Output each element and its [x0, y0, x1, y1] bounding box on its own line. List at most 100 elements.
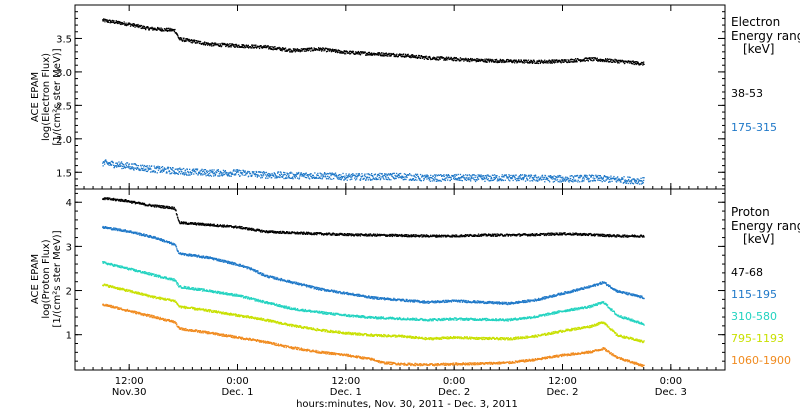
- data-point: [408, 179, 410, 181]
- data-point: [506, 59, 508, 61]
- data-point: [427, 58, 429, 60]
- data-point: [176, 33, 178, 35]
- data-point: [592, 177, 594, 179]
- data-point: [578, 233, 580, 235]
- data-point: [161, 240, 164, 242]
- data-point: [388, 173, 390, 175]
- data-point: [602, 177, 604, 179]
- data-point: [125, 24, 128, 27]
- data-point: [161, 29, 164, 31]
- data-point: [242, 46, 245, 49]
- data-point: [597, 233, 599, 236]
- data-point: [574, 232, 577, 234]
- data-point: [288, 232, 290, 235]
- data-point: [226, 44, 228, 46]
- data-point: [593, 175, 595, 177]
- data-point: [151, 165, 153, 167]
- data-point: [431, 58, 433, 60]
- data-point: [345, 177, 347, 180]
- data-point: [419, 235, 422, 237]
- data-point: [402, 235, 404, 237]
- data-point: [573, 59, 576, 61]
- data-point: [194, 222, 196, 224]
- data-point: [554, 59, 556, 61]
- data-point: [508, 176, 510, 178]
- data-point: [213, 169, 215, 171]
- data-point: [169, 167, 172, 169]
- data-point: [328, 173, 330, 175]
- data-point: [227, 226, 229, 228]
- data-point: [512, 175, 514, 178]
- data-point: [198, 254, 200, 256]
- data-point: [584, 233, 586, 235]
- data-point: [159, 206, 161, 208]
- data-point: [589, 180, 591, 183]
- data-layer: [102, 18, 645, 368]
- data-point: [576, 61, 578, 63]
- data-point: [217, 170, 220, 172]
- data-point: [634, 236, 636, 238]
- data-point: [198, 42, 201, 45]
- data-point: [187, 39, 190, 41]
- data-point: [239, 226, 242, 228]
- data-point: [142, 234, 144, 236]
- data-point: [414, 235, 416, 238]
- data-point: [275, 177, 278, 179]
- data-point: [490, 60, 492, 62]
- data-point: [287, 177, 289, 179]
- electron-ylabel: ACE EPAM log(Electron Flux) [1/(cm²s ste…: [30, 48, 63, 145]
- data-point: [116, 166, 118, 168]
- data-point: [447, 174, 450, 176]
- data-point: [272, 174, 274, 176]
- data-point: [224, 42, 226, 45]
- data-point: [494, 235, 497, 237]
- data-point: [434, 178, 436, 180]
- data-point: [177, 250, 179, 252]
- data-point: [407, 234, 410, 236]
- data-point: [445, 174, 448, 176]
- data-point: [376, 54, 378, 56]
- data-point: [383, 178, 385, 180]
- data-point: [596, 57, 598, 59]
- data-point: [359, 52, 361, 54]
- data-point: [569, 233, 571, 235]
- data-point: [494, 233, 496, 236]
- data-point: [229, 261, 231, 263]
- data-point: [531, 177, 533, 179]
- data-point: [265, 177, 267, 179]
- data-point: [225, 261, 227, 263]
- data-point: [623, 236, 625, 238]
- data-point: [457, 58, 459, 60]
- data-point: [637, 63, 639, 65]
- data-point: [459, 173, 462, 176]
- data-point: [144, 169, 146, 171]
- data-point: [628, 180, 630, 182]
- data-point: [154, 206, 156, 208]
- data-point: [324, 172, 326, 174]
- data-point: [552, 181, 554, 183]
- data-point: [280, 230, 282, 233]
- proton-ylabel-line2: log(Proton Flux): [41, 239, 52, 318]
- data-point: [638, 63, 640, 65]
- data-point: [291, 177, 293, 179]
- data-point: [255, 173, 257, 175]
- data-point: [638, 180, 640, 182]
- data-point: [190, 253, 192, 255]
- data-point: [310, 47, 313, 49]
- data-point: [198, 172, 201, 174]
- data-point: [116, 163, 119, 165]
- data-point: [585, 176, 588, 178]
- data-point: [590, 175, 592, 177]
- data-point: [610, 235, 612, 237]
- data-point: [230, 263, 232, 265]
- data-point: [530, 60, 533, 62]
- data-point: [561, 234, 563, 236]
- data-point: [473, 59, 475, 62]
- data-point: [285, 176, 287, 179]
- data-point: [575, 233, 577, 236]
- data-point: [530, 233, 532, 235]
- data-point: [386, 178, 389, 181]
- data-point: [579, 234, 581, 236]
- data-point: [178, 168, 180, 170]
- data-point: [306, 177, 308, 179]
